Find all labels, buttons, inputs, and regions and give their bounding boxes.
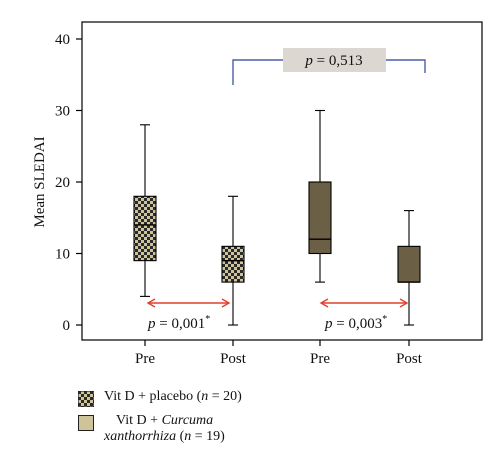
legend: Vit D + placebo (n = 20) Vit D + Curcuma… — [78, 389, 242, 451]
x-tick-label: Post — [220, 351, 247, 367]
x-tick-label: Pre — [310, 351, 330, 367]
y-tick-label: 0 — [63, 318, 71, 334]
y-tick-label: 10 — [55, 247, 70, 263]
legend-n-value-curcuma: = 19) — [191, 429, 225, 444]
legend-item-curcuma: Vit D + Curcuma xanthorrhiza (n = 19) — [78, 413, 242, 445]
p-label-between: p = 0,513 — [304, 53, 362, 69]
y-axis-title: Mean SLEDAI — [32, 136, 48, 227]
legend-item-placebo: Vit D + placebo (n = 20) — [78, 389, 242, 407]
x-axis: Pre Post Pre Post — [135, 340, 423, 367]
plot-frame — [81, 21, 483, 341]
box-iqr — [221, 245, 245, 283]
legend-label-curcuma-line1: Vit D + — [116, 413, 162, 428]
y-axis: 0 10 20 30 40 — [55, 32, 82, 334]
box-iqr — [133, 195, 157, 262]
legend-label-curcuma-italic1: Curcuma — [161, 413, 214, 428]
p-box — [283, 48, 386, 72]
y-tick-label: 40 — [55, 32, 70, 48]
box-series — [133, 109, 421, 326]
p-label-group1: p = 0,001* — [147, 314, 210, 332]
legend-n-label-placebo: n — [201, 389, 209, 404]
box-4 — [397, 210, 421, 326]
annotations: p = 0,001* p = 0,003* p = 0,513 — [146, 48, 426, 332]
legend-swatch-checkered — [78, 391, 94, 407]
legend-n-label-curcuma: n — [184, 429, 192, 444]
legend-label-curcuma-italic2: xanthorrhiza — [104, 429, 177, 444]
x-tick-label: Post — [396, 351, 423, 367]
p-arrow-group2 — [319, 298, 409, 308]
p-label-group2: p = 0,003* — [324, 314, 387, 332]
p-arrow-group1 — [146, 298, 231, 308]
legend-n-value-placebo: = 20) — [208, 389, 242, 404]
y-tick-label: 20 — [55, 175, 70, 191]
x-tick-label: Pre — [135, 351, 155, 367]
box-1 — [133, 124, 157, 297]
legend-label-placebo: Vit D + placebo ( — [104, 389, 202, 404]
legend-swatch-olive — [78, 415, 94, 431]
box-iqr — [397, 245, 421, 283]
box-iqr — [308, 181, 332, 255]
box-2 — [221, 195, 245, 326]
box-3 — [308, 109, 332, 283]
y-tick-label: 30 — [55, 104, 70, 120]
